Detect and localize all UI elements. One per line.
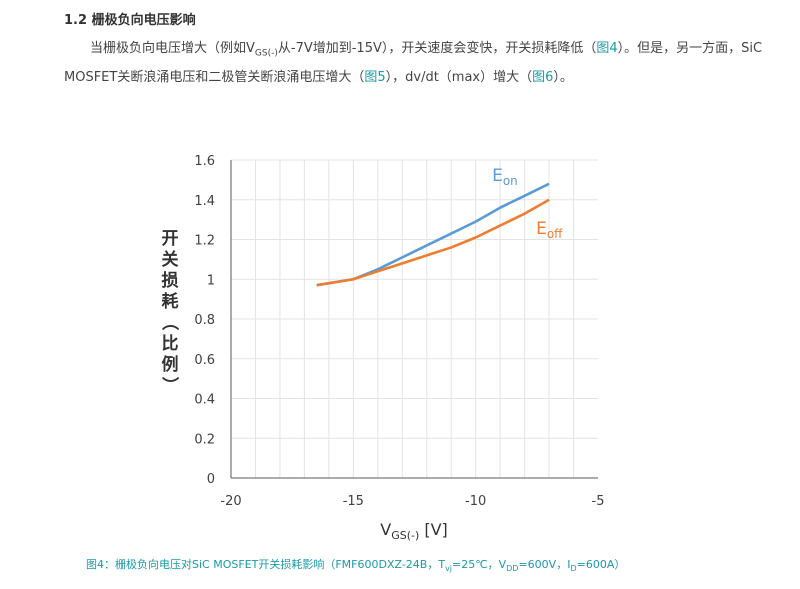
- y-tick-label: 1: [207, 273, 215, 288]
- para-text-2: 从-7V增加到-15V），开关速度会变快，开关损耗降低（: [277, 41, 597, 56]
- para-text-3: ）。但是，另一方面，SiC MOSFET关断浪涌电压和二极管关断浪涌电压增大（: [64, 41, 763, 85]
- y-axis-title-char: ）: [159, 377, 180, 394]
- y-axis-title-char: （: [159, 314, 180, 331]
- y-tick-label: 1.2: [194, 234, 215, 249]
- caption-vdd-sub: DD: [506, 564, 519, 574]
- section-number: 1.2: [64, 13, 88, 28]
- para-vgs-sub: GS(-): [254, 48, 278, 59]
- y-tick-label: 0.8: [194, 313, 215, 328]
- para-text-4: ），dv/dt（max）增大（: [385, 70, 533, 85]
- y-tick-label: 1.4: [194, 194, 215, 209]
- y-tick-label: 0: [207, 472, 215, 487]
- para-text-1: 当栅极负向电压增大（例如V: [90, 41, 255, 56]
- y-axis-title-char: 比: [162, 333, 179, 354]
- body-paragraph: 当栅极负向电压增大（例如VGS(-)从-7V增加到-15V），开关速度会变快，开…: [64, 34, 764, 92]
- x-tick-label: -15: [343, 494, 364, 509]
- y-axis-title-char: 例: [162, 354, 179, 375]
- x-axis-title: VGS(-) [V]: [380, 520, 448, 542]
- section-title: 栅极负向电压影响: [91, 13, 196, 28]
- y-axis-title-char: 耗: [162, 291, 179, 312]
- caption-suffix: =600A）: [576, 558, 626, 571]
- figure-caption: 图4：栅极负向电压对SiC MOSFET开关损耗影响（FMF600DXZ-24B…: [86, 556, 626, 574]
- y-tick-label: 0.6: [194, 353, 215, 368]
- link-fig6[interactable]: 图6: [532, 70, 554, 85]
- caption-prefix: 图4：栅极负向电压对SiC MOSFET开关损耗影响（FMF600DXZ-24B…: [86, 558, 446, 571]
- caption-mid1: =25℃，V: [452, 558, 507, 571]
- caption-id-sub: D: [570, 564, 577, 574]
- series-line-on: [316, 182, 550, 287]
- caption-tvj-sub: vj: [445, 564, 453, 574]
- series-label-off: Eoff: [536, 219, 563, 241]
- link-fig4[interactable]: 图4: [596, 41, 618, 56]
- x-tick-label: -20: [220, 494, 241, 509]
- x-tick-label: -5: [592, 494, 605, 509]
- y-axis-title-char: 关: [162, 249, 179, 270]
- section-heading: 1.2 栅极负向电压影响: [64, 9, 196, 28]
- link-fig5[interactable]: 图5: [364, 70, 386, 85]
- series-label-on: Eon: [492, 166, 518, 188]
- series-line-off: [316, 198, 550, 287]
- y-tick-label: 0.2: [194, 432, 215, 447]
- y-axis-title-char: 损: [162, 270, 179, 291]
- para-text-5: ）。: [553, 70, 573, 85]
- y-tick-label: 0.4: [194, 393, 215, 408]
- caption-mid2: =600V，I: [518, 558, 571, 571]
- y-axis-title-char: 开: [162, 229, 179, 249]
- x-tick-label: -10: [465, 494, 486, 509]
- y-tick-label: 1.6: [194, 154, 215, 169]
